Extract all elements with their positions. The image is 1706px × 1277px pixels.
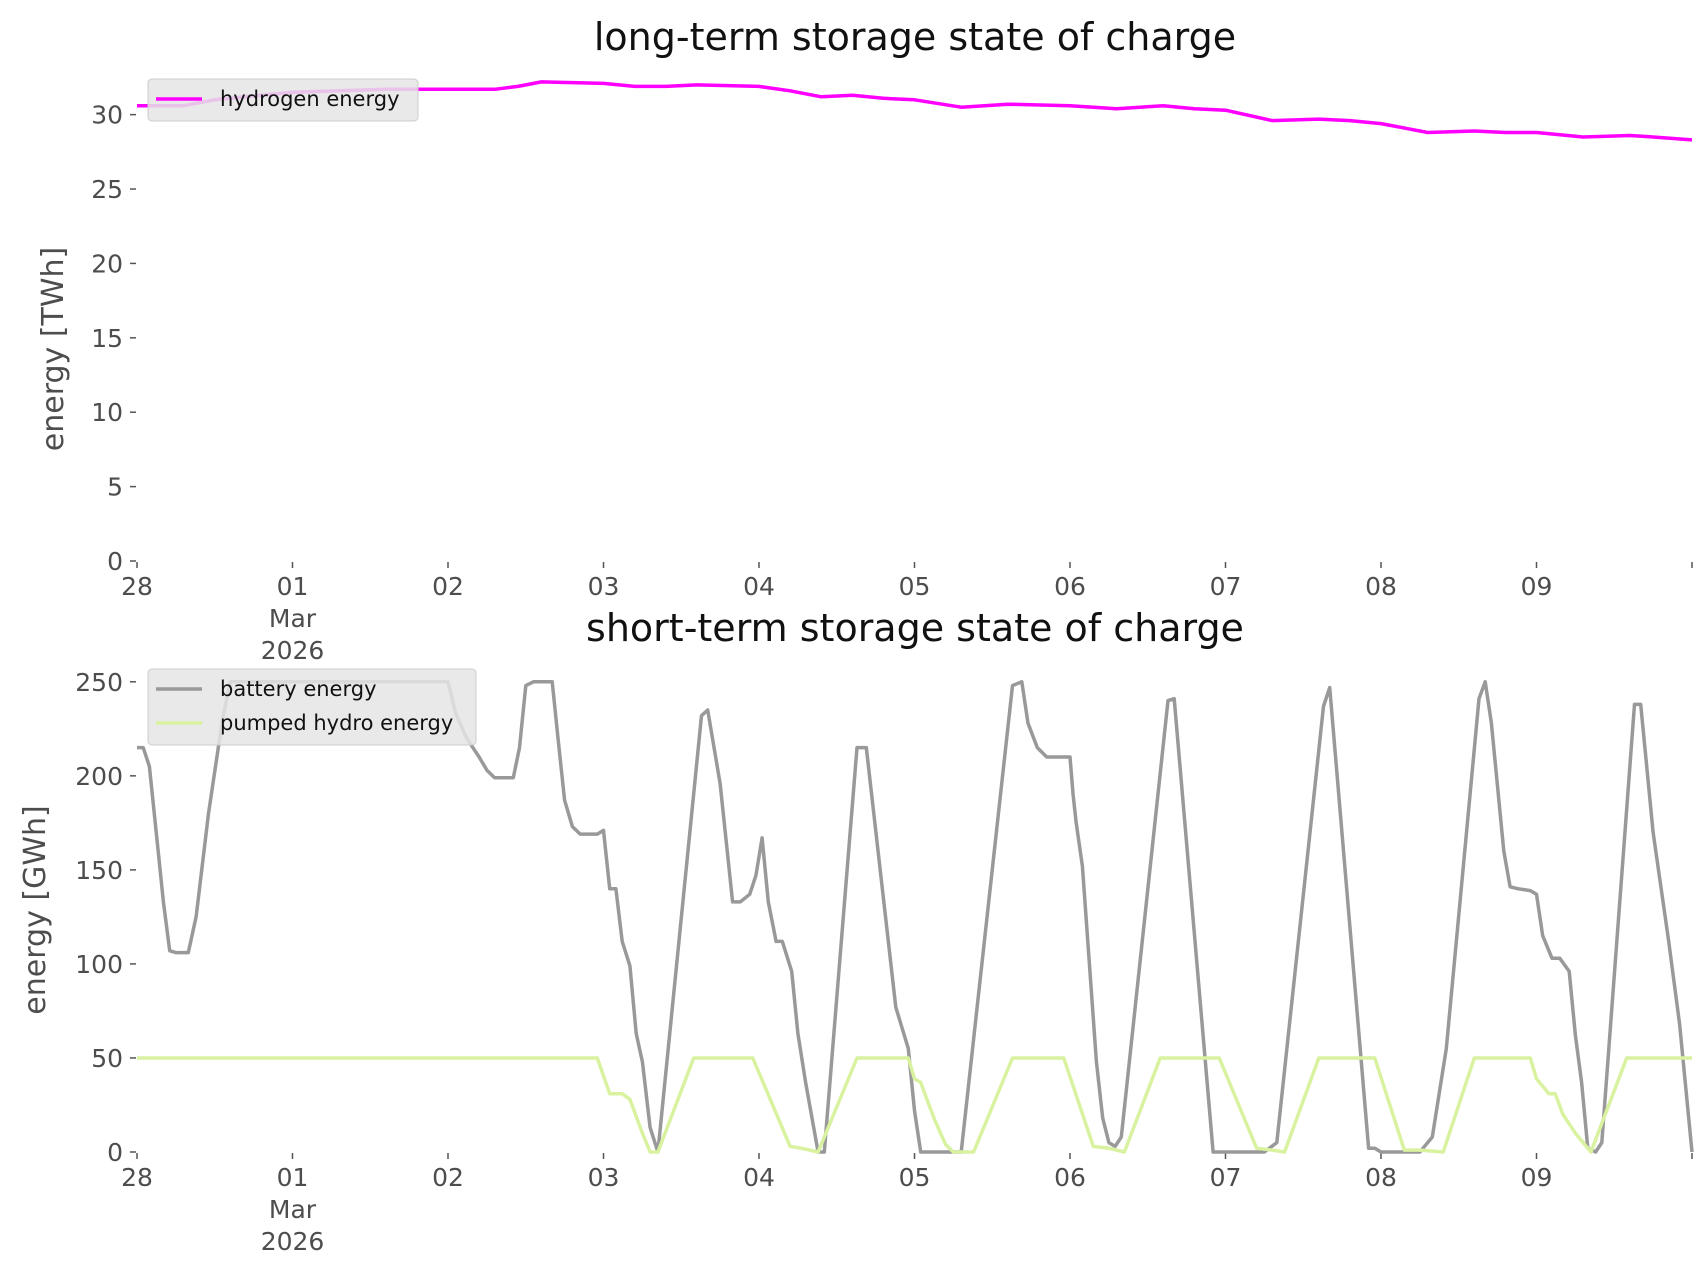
- x-tick-label: 09: [1521, 572, 1553, 601]
- legend-box: [147, 668, 477, 746]
- x-tick-label: 03: [588, 572, 620, 601]
- y-tick-label: 30: [91, 101, 123, 130]
- y-tick-label: 150: [75, 856, 123, 885]
- x-tick-label: 01: [277, 1163, 309, 1192]
- long-term-storage-panel: long-term storage state of charge energy…: [36, 15, 1693, 665]
- y-tick-label: 200: [75, 762, 123, 791]
- x-tick-label: 02: [432, 572, 464, 601]
- y-tick-label: 50: [91, 1044, 123, 1073]
- legend: battery energy pumped hydro energy: [147, 668, 477, 746]
- x-tick-label: Mar: [269, 604, 317, 633]
- y-tick-label: 20: [91, 249, 123, 278]
- y-tick-label: 250: [75, 668, 123, 697]
- x-tick-label: 2026: [261, 636, 325, 665]
- y-tick-label: 0: [107, 1138, 123, 1167]
- series-line-pumped-hydro-energy: [137, 1056, 1692, 1154]
- x-tick-label: 07: [1210, 1163, 1242, 1192]
- y-axis-label: energy [TWh]: [36, 247, 71, 451]
- x-tick-label: 28: [121, 1163, 153, 1192]
- y-tick-label: 15: [91, 324, 123, 353]
- series-line-battery-energy: [137, 680, 1694, 1154]
- y-tick-label: 5: [107, 473, 123, 502]
- x-tick-label: 04: [743, 572, 775, 601]
- legend: hydrogen energy: [147, 78, 419, 122]
- x-tick-label: 06: [1054, 572, 1086, 601]
- legend-label: hydrogen energy: [220, 87, 400, 111]
- x-tick-label: 06: [1054, 1163, 1086, 1192]
- y-tick-label: 10: [91, 398, 123, 427]
- y-tick-label: 25: [91, 175, 123, 204]
- legend-label: pumped hydro energy: [220, 711, 453, 735]
- chart-title: long-term storage state of charge: [594, 15, 1236, 59]
- x-tick-label: 28: [121, 572, 153, 601]
- x-tick-label: 05: [899, 572, 931, 601]
- y-axis-label: energy [GWh]: [18, 805, 53, 1014]
- x-tick-label: 03: [588, 1163, 620, 1192]
- x-tick-label: 09: [1521, 1163, 1553, 1192]
- short-term-storage-panel: short-term storage state of charge energ…: [18, 606, 1694, 1256]
- legend-box: [147, 78, 419, 122]
- legend-label: battery energy: [220, 677, 377, 701]
- x-tick-label: Mar: [269, 1195, 317, 1224]
- x-tick-label: 08: [1365, 1163, 1397, 1192]
- x-tick-label: 01: [277, 572, 309, 601]
- x-tick-label: 05: [899, 1163, 931, 1192]
- y-tick-label: 0: [107, 547, 123, 576]
- chart-title: short-term storage state of charge: [586, 606, 1244, 650]
- x-tick-label: 02: [432, 1163, 464, 1192]
- y-tick-label: 100: [75, 950, 123, 979]
- x-tick-label: 08: [1365, 572, 1397, 601]
- x-tick-label: 07: [1210, 572, 1242, 601]
- x-tick-label: 04: [743, 1163, 775, 1192]
- x-tick-label: 2026: [261, 1227, 325, 1256]
